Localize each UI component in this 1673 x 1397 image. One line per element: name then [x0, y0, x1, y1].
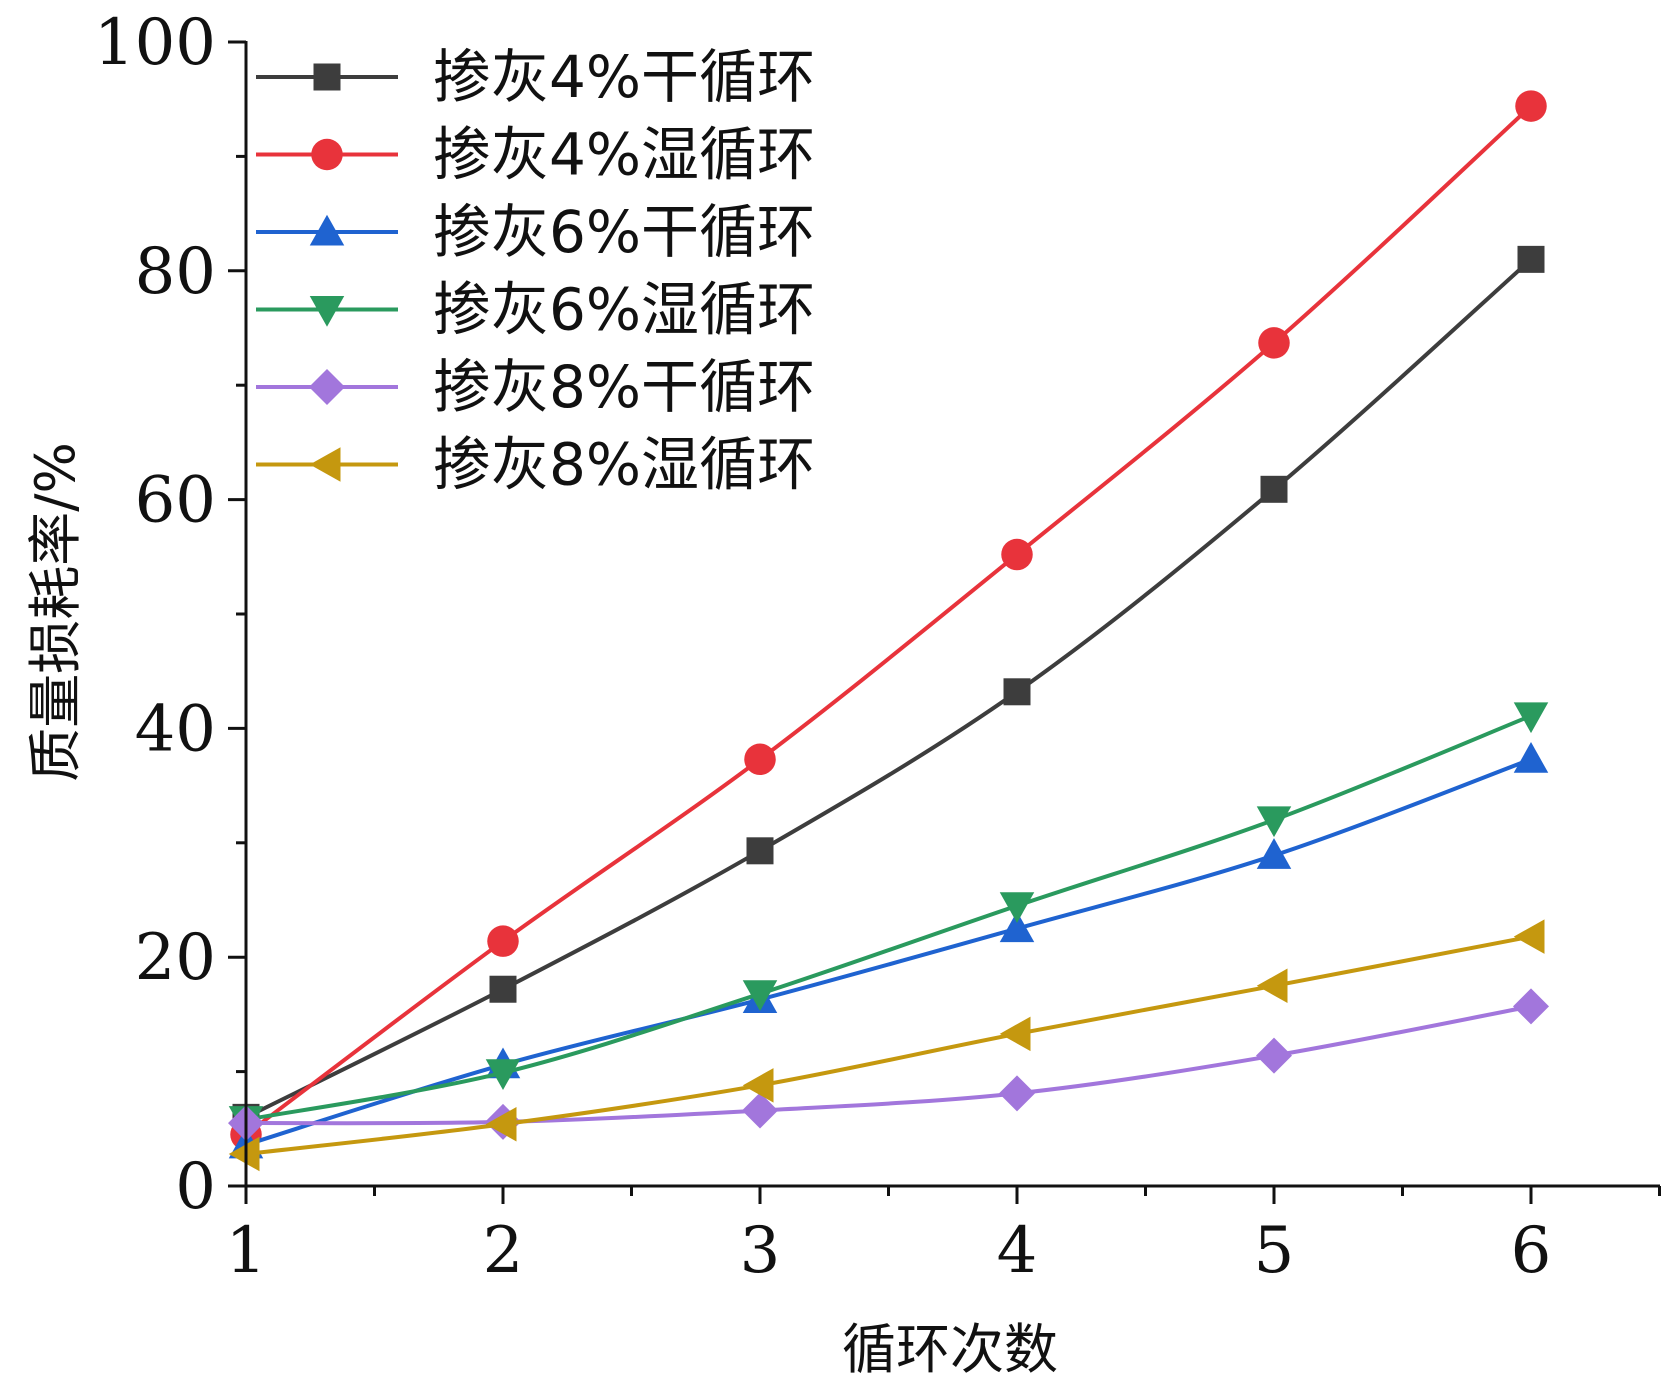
series-5 — [228, 988, 1549, 1142]
series-layer — [228, 90, 1549, 1172]
y-tick-label: 20 — [135, 921, 216, 995]
series-line — [245, 757, 1532, 1147]
square-marker — [746, 837, 774, 865]
circle-marker — [1258, 327, 1290, 359]
triangle-down-marker — [1513, 702, 1549, 734]
triangle-up-marker — [1256, 838, 1292, 869]
legend-item: 掺灰4%干循环 — [256, 43, 815, 111]
legend: 掺灰4%干循环掺灰4%湿循环掺灰6%干循环掺灰6%湿循环掺灰8%干循环掺灰8%湿… — [256, 43, 815, 499]
triangle-up-marker — [1513, 742, 1549, 773]
y-ticks: 0 20 40 60 80 100 — [94, 6, 246, 1224]
legend-label: 掺灰4%干循环 — [433, 43, 815, 111]
x-tick-label: 6 — [1511, 1214, 1552, 1288]
circle-marker — [487, 925, 519, 957]
circle-marker — [1515, 90, 1547, 122]
square-marker — [489, 975, 517, 1003]
triangle-left-marker — [228, 1136, 260, 1172]
circle-marker — [744, 743, 776, 776]
legend-item: 掺灰8%湿循环 — [256, 431, 815, 499]
series-4 — [228, 702, 1549, 1137]
triangle-down-marker — [999, 892, 1035, 923]
legend-label: 掺灰6%干循环 — [433, 198, 815, 266]
triangle-left-marker — [485, 1106, 517, 1142]
triangle-left-marker — [1256, 968, 1288, 1004]
series-1 — [232, 245, 1545, 1131]
x-tick-label: 2 — [483, 1214, 524, 1288]
series-6 — [228, 919, 1545, 1172]
triangle-down-marker — [1256, 806, 1292, 838]
series-2 — [230, 90, 1547, 1151]
triangle-left-marker — [999, 1016, 1031, 1052]
series-line — [245, 713, 1532, 1122]
square-marker — [1003, 678, 1031, 706]
triangle-left-marker — [742, 1068, 774, 1103]
y-axis-title: 质量损耗率/% — [24, 442, 87, 782]
triangle-up-marker — [309, 214, 345, 246]
diamond-marker — [999, 1075, 1035, 1112]
x-tick-label: 1 — [226, 1214, 267, 1288]
x-tick-label: 5 — [1254, 1214, 1295, 1288]
legend-label: 掺灰8%干循环 — [433, 353, 815, 421]
diamond-marker — [742, 1092, 778, 1129]
legend-item: 掺灰6%干循环 — [256, 198, 815, 266]
x-tick-label: 3 — [740, 1214, 781, 1288]
series-line — [245, 934, 1532, 1156]
diamond-marker — [309, 369, 345, 405]
x-tick-label: 4 — [997, 1214, 1038, 1288]
triangle-down-marker — [742, 980, 778, 1012]
square-marker — [1517, 245, 1545, 273]
legend-item: 掺灰8%干循环 — [256, 353, 815, 421]
legend-item: 掺灰4%湿循环 — [256, 121, 815, 189]
triangle-left-marker — [1513, 919, 1545, 954]
axes: 0 20 40 60 80 100 1 2 3 4 5 6 — [94, 6, 1661, 1288]
triangle-down-marker — [309, 296, 345, 327]
legend-label: 掺灰6%湿循环 — [433, 276, 815, 344]
y-tick-label: 80 — [135, 235, 216, 309]
diamond-marker — [1256, 1037, 1292, 1074]
y-tick-label: 0 — [175, 1150, 216, 1224]
legend-label: 掺灰8%湿循环 — [433, 431, 815, 499]
x-ticks: 1 2 3 4 5 6 — [226, 1186, 1661, 1288]
x-axis-title: 循环次数 — [842, 1318, 1058, 1381]
legend-item: 掺灰6%湿循环 — [256, 276, 815, 344]
diamond-marker — [1513, 988, 1549, 1025]
y-tick-label: 60 — [135, 464, 216, 538]
y-tick-label: 100 — [94, 6, 216, 80]
legend-label: 掺灰4%湿循环 — [433, 121, 815, 189]
square-marker — [1260, 475, 1288, 503]
y-tick-label: 40 — [135, 692, 216, 766]
circle-marker — [311, 138, 343, 171]
square-marker — [313, 63, 341, 91]
triangle-up-marker — [999, 911, 1035, 943]
triangle-down-marker — [485, 1059, 521, 1090]
circle-marker — [1001, 538, 1033, 571]
triangle-left-marker — [309, 447, 341, 482]
series-line — [245, 1004, 1532, 1126]
series-line — [245, 257, 1533, 1120]
series-line — [244, 104, 1533, 1137]
